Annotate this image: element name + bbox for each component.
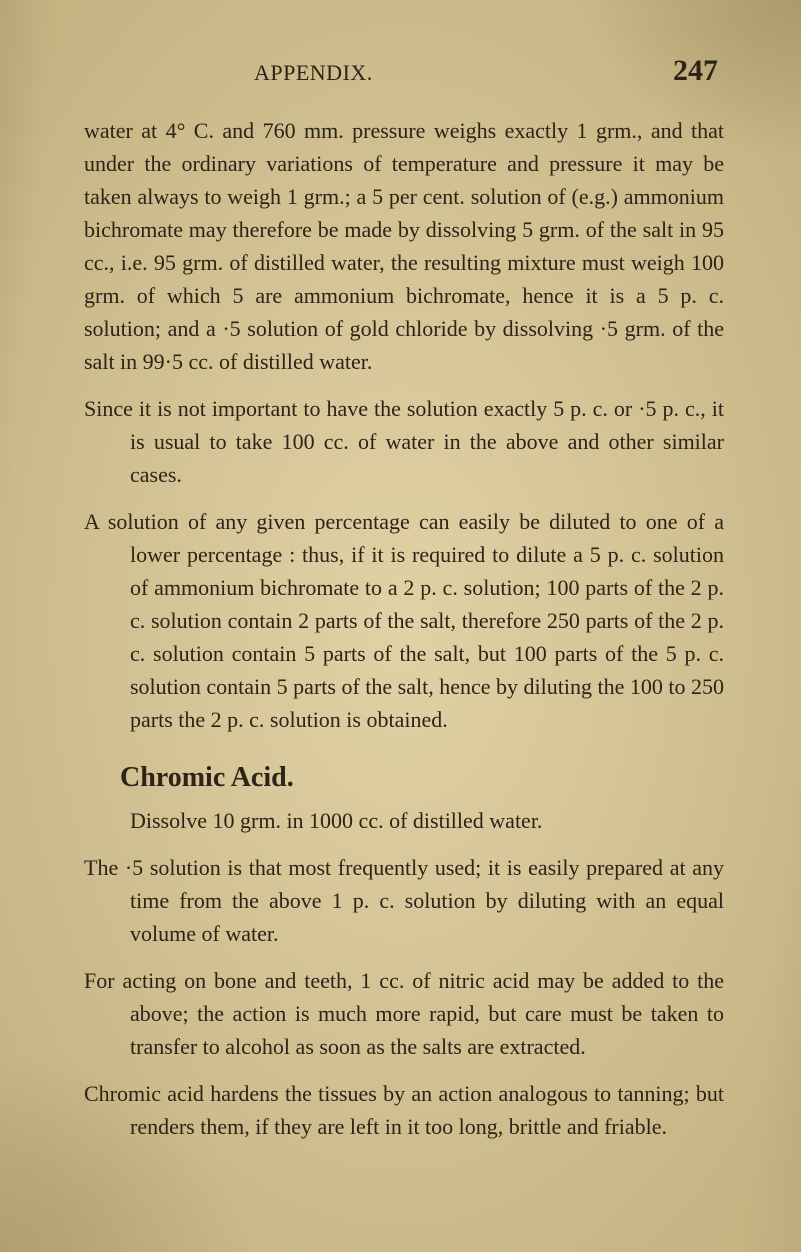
running-title: APPENDIX. xyxy=(254,60,373,86)
paragraph-block-2: Since it is not important to have the so… xyxy=(84,392,724,491)
paragraph-block-4: Dissolve 10 grm. in 1000 cc. of distille… xyxy=(84,804,724,837)
running-head: APPENDIX. 247 xyxy=(84,54,724,88)
paragraph-block-7: Chromic acid hardens the tissues by an a… xyxy=(84,1077,724,1143)
section-heading-chromic-acid: Chromic Acid. xyxy=(120,762,724,794)
paragraph-block-5: The ·5 solution is that most frequently … xyxy=(84,851,724,950)
paragraph-7: Chromic acid hardens the tissues by an a… xyxy=(84,1077,724,1143)
paragraph-5: The ·5 solution is that most frequently … xyxy=(84,851,724,950)
paragraph-block-3: A solution of any given percentage can e… xyxy=(84,505,724,736)
paragraph-6: For acting on bone and teeth, 1 cc. of n… xyxy=(84,964,724,1063)
paragraph-block-1: water at 4° C. and 760 mm. pressure weig… xyxy=(84,114,724,378)
paragraph-2: Since it is not important to have the so… xyxy=(84,392,724,491)
paragraph-4: Dissolve 10 grm. in 1000 cc. of distille… xyxy=(84,804,724,837)
page-number: 247 xyxy=(673,54,718,88)
paragraph-block-6: For acting on bone and teeth, 1 cc. of n… xyxy=(84,964,724,1063)
paragraph-1: water at 4° C. and 760 mm. pressure weig… xyxy=(84,114,724,378)
page-body: APPENDIX. 247 water at 4° C. and 760 mm.… xyxy=(84,54,724,1157)
paragraph-3: A solution of any given percentage can e… xyxy=(84,505,724,736)
